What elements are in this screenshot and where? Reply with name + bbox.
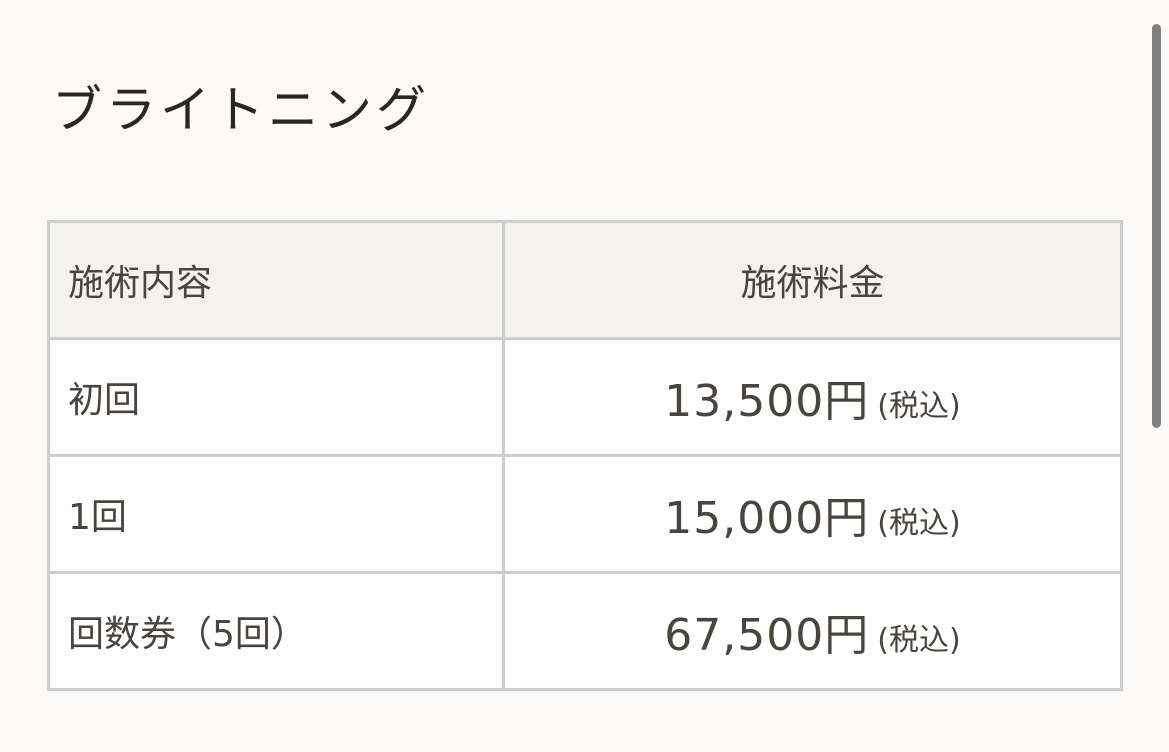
treatment-cell: 1回: [47, 454, 505, 574]
price-cell: 15,000円 (税込): [502, 454, 1123, 574]
price-value: 15,000円: [664, 493, 870, 544]
price-value: 67,500円: [664, 610, 870, 661]
treatment-cell: 初回: [47, 337, 505, 457]
header-price: 施術料金: [502, 220, 1123, 340]
table-row: 1回 15,000円 (税込): [47, 454, 1123, 574]
price-cell: 13,500円 (税込): [502, 337, 1123, 457]
table-row: 初回 13,500円 (税込): [47, 337, 1123, 457]
tax-note: (税込): [877, 623, 961, 658]
header-treatment: 施術内容: [47, 220, 505, 340]
price-table: 施術内容 施術料金 初回 13,500円 (税込) 1回 15,000円 (税込) …: [47, 220, 1123, 691]
price-value: 13,500円: [664, 376, 870, 427]
page-title: ブライトニング: [52, 81, 430, 139]
price-cell: 67,500円 (税込): [502, 571, 1123, 691]
vertical-scrollbar[interactable]: [1152, 24, 1161, 428]
table-row: 回数券（5回） 67,500円 (税込): [47, 571, 1123, 691]
tax-note: (税込): [877, 389, 961, 424]
treatment-cell: 回数券（5回）: [47, 571, 505, 691]
tax-note: (税込): [877, 506, 961, 541]
table-header-row: 施術内容 施術料金: [47, 220, 1123, 340]
